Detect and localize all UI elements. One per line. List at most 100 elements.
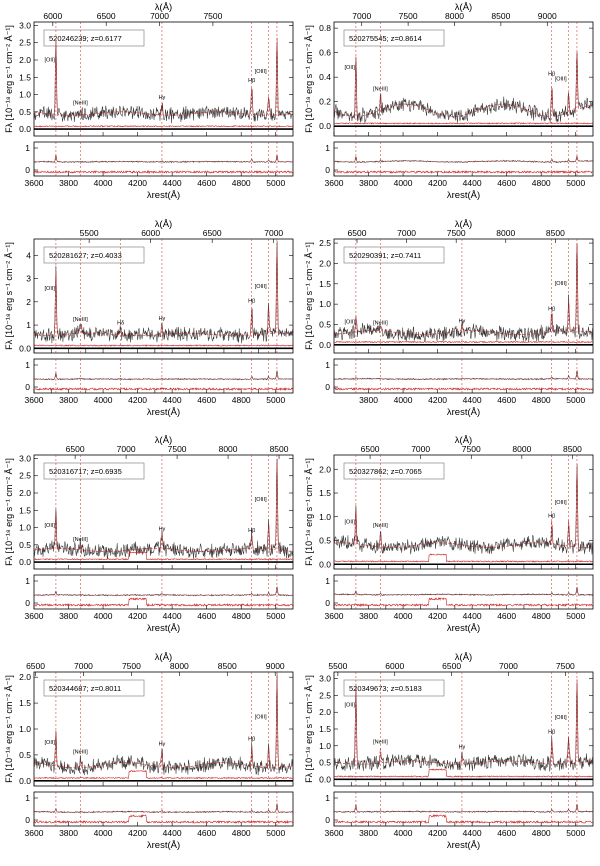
residual-axes-frame bbox=[33, 141, 294, 177]
residual-y-tick-label: 0 bbox=[25, 382, 30, 392]
x-tick-label: 3600 bbox=[25, 828, 44, 838]
residual-spectrum-line bbox=[334, 803, 593, 813]
y-tick-label: 3 bbox=[26, 273, 31, 283]
emission-line-label: [OIII] bbox=[255, 497, 267, 503]
y-tick-label: 1 bbox=[26, 320, 31, 330]
x-tick-label: 3600 bbox=[25, 611, 44, 621]
spectrum-svg: 0.0 0.5 1.0 1.5 2.0 2.5 3.0 0 1 3600 3800 4000 4200 4… bbox=[304, 652, 594, 851]
top-axis-title: λ(Å) bbox=[455, 652, 472, 663]
main-plot-area bbox=[34, 22, 293, 136]
top-tick-label: 7500 bbox=[399, 11, 418, 21]
spectrum-line bbox=[334, 243, 593, 342]
x-tick-label: 4800 bbox=[232, 611, 251, 621]
top-tick-label: 7000 bbox=[150, 11, 169, 21]
residual-error-line bbox=[34, 386, 293, 391]
y-tick-label: 2.0 bbox=[319, 258, 331, 268]
emission-line-label: [OIII] bbox=[555, 280, 567, 286]
emission-line-label: Hγ bbox=[159, 315, 166, 321]
emission-line-label: [OII] bbox=[345, 65, 356, 71]
y-tick-label: 2.0 bbox=[319, 707, 331, 717]
emission-line-label: [OIII] bbox=[255, 69, 267, 75]
spectrum-svg: 0.0 0.5 1.0 1.5 2.0 2.5 3.0 0 1 3600 3800 4000 4200 4… bbox=[4, 435, 294, 634]
x-tick-label: 4000 bbox=[394, 178, 413, 188]
y-tick-label: 1.0 bbox=[319, 299, 331, 309]
y-tick-label: 2.0 bbox=[19, 488, 31, 498]
x-tick-label: 3800 bbox=[59, 395, 78, 405]
top-tick-label: 5500 bbox=[328, 661, 347, 671]
residual-y-tick-label: 0 bbox=[25, 598, 30, 608]
y-tick-label: 1.0 bbox=[319, 740, 331, 750]
residual-y-tick-label: 1 bbox=[325, 576, 330, 586]
y-tick-label: 0.5 bbox=[19, 749, 31, 759]
top-tick-label: 8500 bbox=[563, 444, 582, 454]
legend-label: 520281627; z=0.4033 bbox=[49, 251, 122, 260]
spectrum-svg: 0.0 0.2 0.4 0.6 0.8 0 1 3600 3800 4000 4200 4400 460… bbox=[304, 2, 594, 201]
emission-line-label: [NeIII] bbox=[373, 739, 388, 745]
top-tick-label: 7500 bbox=[447, 228, 466, 238]
x-tick-label: 5000 bbox=[266, 611, 285, 621]
top-tick-label: 5500 bbox=[80, 228, 99, 238]
top-tick-label: 7000 bbox=[264, 228, 283, 238]
main-plot-area bbox=[334, 22, 593, 136]
top-tick-label: 8500 bbox=[491, 11, 510, 21]
residual-y-tick-label: 0 bbox=[325, 598, 330, 608]
x-tick-label: 5000 bbox=[266, 828, 285, 838]
main-axes-frame bbox=[33, 21, 294, 137]
emission-line-label: Hγ bbox=[459, 318, 466, 324]
y-axis-title: Fλ [10⁻¹⁸ erg s⁻¹ cm⁻² Å⁻¹] bbox=[4, 25, 14, 133]
bottom-axis-title: λrest(Å) bbox=[147, 840, 180, 851]
residual-model-line bbox=[34, 803, 293, 812]
legend-box bbox=[343, 29, 445, 47]
y-tick-label: 0.0 bbox=[19, 557, 31, 567]
emission-line-label: [OII] bbox=[345, 319, 356, 325]
x-tick-label: 3800 bbox=[359, 611, 378, 621]
top-tick-label: 6000 bbox=[43, 11, 62, 21]
top-axis-title: λ(Å) bbox=[155, 2, 172, 13]
x-tick-label: 4600 bbox=[197, 828, 216, 838]
residual-y-tick-label: 1 bbox=[25, 143, 30, 153]
y-tick-label: 1.5 bbox=[19, 72, 31, 82]
model-fit-line bbox=[334, 242, 593, 335]
emission-line-label: [NeIII] bbox=[373, 523, 388, 529]
y-tick-label: 2 bbox=[26, 296, 31, 306]
emission-line-label: Hβ bbox=[548, 729, 555, 735]
residual-axes-frame bbox=[333, 791, 594, 826]
residual-y-tick-label: 0 bbox=[325, 815, 330, 825]
residual-y-tick-label: 0 bbox=[325, 165, 330, 175]
legend-box bbox=[343, 462, 445, 480]
y-tick-label: 3.0 bbox=[19, 453, 31, 463]
top-tick-label: 6000 bbox=[385, 661, 404, 671]
spectrum-line bbox=[34, 40, 293, 124]
y-tick-label: 2.0 bbox=[19, 55, 31, 65]
legend-label: 520349673; z=0.5183 bbox=[349, 684, 422, 693]
error-spectrum-line bbox=[334, 767, 593, 778]
residual-y-tick-label: 1 bbox=[25, 360, 30, 370]
bottom-axis-title: λrest(Å) bbox=[147, 407, 180, 418]
top-tick-label: 7000 bbox=[397, 228, 416, 238]
x-tick-label: 5000 bbox=[566, 395, 585, 405]
legend-box bbox=[43, 679, 145, 696]
emission-line-label: Hγ bbox=[159, 526, 166, 532]
residual-model-line bbox=[34, 370, 293, 379]
x-tick-label: 4800 bbox=[532, 611, 551, 621]
emission-line-label: Hβ bbox=[248, 528, 255, 534]
x-tick-label: 4600 bbox=[497, 611, 516, 621]
error-spectrum-line bbox=[34, 125, 293, 128]
top-tick-label: 7500 bbox=[168, 444, 187, 454]
y-tick-label: 2.5 bbox=[19, 471, 31, 481]
residual-model-line bbox=[334, 587, 593, 596]
residual-model-line bbox=[334, 155, 593, 163]
x-tick-label: 4000 bbox=[94, 178, 113, 188]
emission-line-label: Hδ bbox=[117, 320, 124, 326]
y-tick-label: 0.5 bbox=[19, 540, 31, 550]
residual-y-tick-label: 1 bbox=[25, 576, 30, 586]
y-tick-label: 0.5 bbox=[319, 757, 331, 767]
emission-line-label: [OII] bbox=[45, 523, 56, 529]
emission-line-label: [NeIII] bbox=[373, 320, 388, 326]
y-tick-label: 0.4 bbox=[319, 72, 331, 82]
y-tick-label: 0.5 bbox=[19, 107, 31, 117]
x-tick-label: 3600 bbox=[25, 395, 44, 405]
y-tick-label: 0.0 bbox=[19, 343, 31, 353]
residual-model-line bbox=[34, 154, 293, 163]
